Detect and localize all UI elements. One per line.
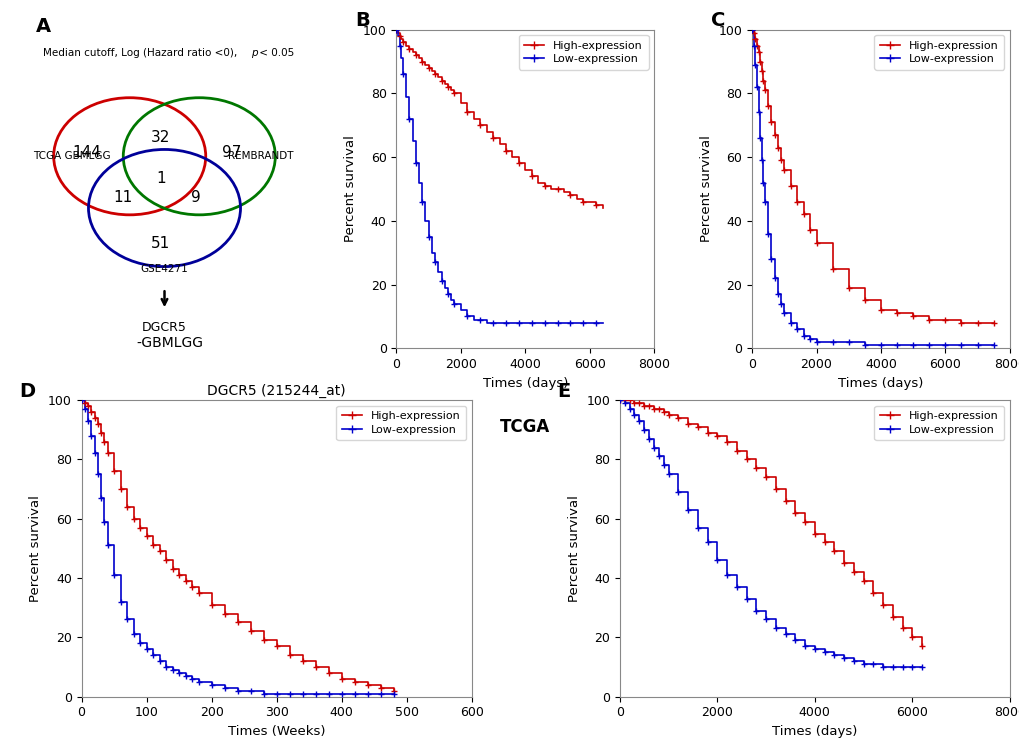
Text: A: A (36, 17, 51, 36)
Y-axis label: Percent survival: Percent survival (30, 495, 43, 602)
Text: 51: 51 (151, 236, 170, 251)
Text: TCGA GBMLGG: TCGA GBMLGG (33, 151, 110, 162)
Y-axis label: Percent survival: Percent survival (344, 136, 357, 242)
Title: DGCR5 (215244_at): DGCR5 (215244_at) (207, 384, 345, 398)
Text: p: p (251, 47, 257, 58)
Text: B: B (355, 10, 370, 30)
Legend: High-expression, Low-expression: High-expression, Low-expression (873, 405, 1004, 440)
Text: C: C (710, 10, 725, 30)
Text: < 0.05: < 0.05 (256, 47, 293, 58)
Text: TCGA: TCGA (499, 419, 550, 436)
Y-axis label: Percent survival: Percent survival (699, 136, 712, 242)
Text: D: D (19, 382, 36, 402)
Text: 97: 97 (221, 144, 240, 160)
Text: GSE4271: GSE4271 (141, 265, 189, 274)
X-axis label: Times (days): Times (days) (838, 376, 923, 390)
Text: 9: 9 (191, 190, 200, 205)
Legend: High-expression, Low-expression: High-expression, Low-expression (336, 405, 466, 440)
Y-axis label: Percent survival: Percent survival (568, 495, 580, 602)
Text: 32: 32 (151, 130, 170, 144)
Text: Median cutoff, Log (Hazard ratio <0),: Median cutoff, Log (Hazard ratio <0), (44, 47, 240, 58)
X-axis label: Times (days): Times (days) (771, 725, 857, 738)
Legend: High-expression, Low-expression: High-expression, Low-expression (873, 35, 1004, 70)
X-axis label: Times (days): Times (days) (482, 376, 568, 390)
Text: DGCR5: DGCR5 (142, 321, 186, 334)
Text: E: E (556, 382, 570, 402)
Text: REMBRANDT: REMBRANDT (821, 419, 938, 436)
X-axis label: Times (Weeks): Times (Weeks) (227, 725, 325, 738)
Text: 1: 1 (156, 170, 165, 185)
Text: 11: 11 (113, 190, 132, 205)
Legend: High-expression, Low-expression: High-expression, Low-expression (519, 35, 648, 70)
Text: -GBMLGG: -GBMLGG (136, 336, 203, 350)
Text: 144: 144 (72, 144, 102, 160)
Text: REMBRANDT: REMBRANDT (228, 151, 293, 162)
